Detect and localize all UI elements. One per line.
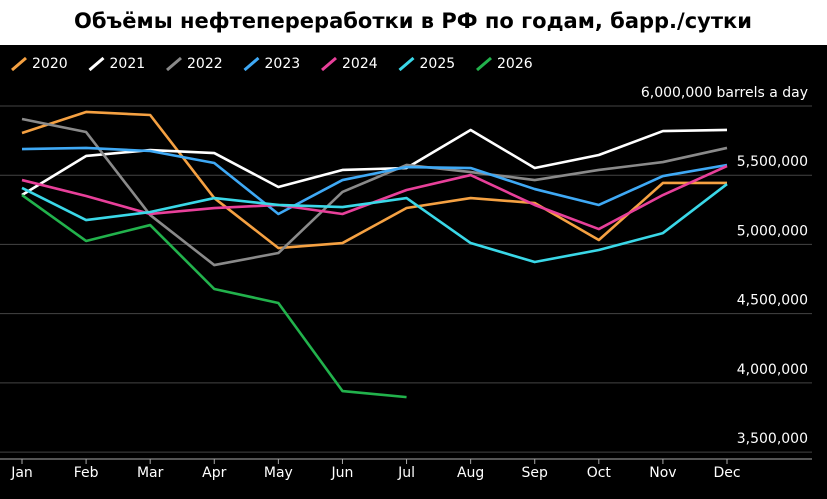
legend-swatch bbox=[243, 56, 260, 72]
legend-swatch bbox=[476, 56, 492, 72]
x-tick-label: Apr bbox=[202, 465, 226, 481]
legend-label: 2026 bbox=[497, 56, 533, 72]
y-tick-label: 6,000,000 barrels a day bbox=[641, 85, 808, 101]
series-line bbox=[21, 193, 407, 399]
y-tick-label: 4,500,000 bbox=[737, 293, 808, 309]
y-tick-label: 3,500,000 bbox=[737, 431, 808, 447]
chart-title: Объёмы нефтепереработки в РФ по годам, б… bbox=[74, 9, 752, 33]
legend-label: 2023 bbox=[265, 56, 301, 72]
x-tick-label: Mar bbox=[137, 465, 164, 481]
x-tick-label: Jun bbox=[331, 465, 354, 481]
legend-swatch bbox=[321, 56, 337, 72]
y-tick-label: 4,000,000 bbox=[737, 362, 808, 378]
y-tick-label: 5,000,000 bbox=[737, 223, 808, 239]
x-tick-label: Nov bbox=[649, 465, 676, 481]
plot-background bbox=[0, 45, 827, 499]
legend-label: 2020 bbox=[32, 56, 68, 72]
title-band bbox=[0, 0, 827, 45]
y-tick-label: 5,500,000 bbox=[737, 154, 808, 170]
x-tick-label: May bbox=[264, 465, 293, 481]
x-tick-label: Dec bbox=[713, 465, 740, 481]
legend-swatch bbox=[398, 56, 415, 72]
series-line bbox=[21, 117, 728, 267]
legend-label: 2025 bbox=[420, 56, 456, 72]
x-tick-label: Aug bbox=[457, 465, 484, 481]
legend-swatch bbox=[88, 56, 105, 72]
legend-label: 2022 bbox=[187, 56, 223, 72]
x-tick-label: Oct bbox=[587, 465, 612, 481]
x-tick-label: Jul bbox=[397, 465, 415, 481]
x-tick-label: Jan bbox=[10, 465, 33, 481]
series-line bbox=[21, 110, 727, 250]
x-tick-label: Feb bbox=[74, 465, 99, 481]
x-tick-label: Sep bbox=[522, 465, 549, 481]
series-line bbox=[21, 146, 728, 216]
legend-swatch bbox=[11, 56, 27, 72]
legend-label: 2024 bbox=[342, 56, 378, 72]
series-line bbox=[21, 183, 728, 264]
legend-swatch bbox=[166, 56, 182, 72]
legend-label: 2021 bbox=[110, 56, 146, 72]
